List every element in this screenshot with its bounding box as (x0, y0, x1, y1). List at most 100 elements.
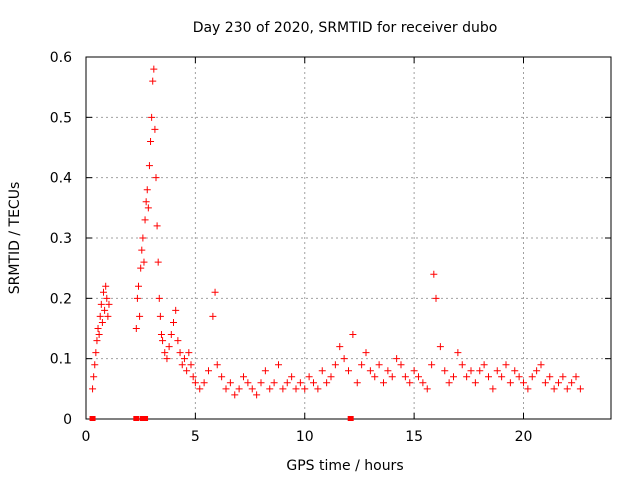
data-point (489, 385, 497, 393)
data-point (502, 361, 510, 369)
data-point (441, 367, 449, 375)
data-point (170, 318, 177, 326)
data-point (406, 379, 414, 387)
data-point (138, 246, 146, 254)
data-point (148, 113, 156, 121)
data-point (511, 367, 519, 375)
data-point (102, 282, 110, 290)
data-point (515, 373, 523, 381)
axis-ticks: 0 5 10 15 20 0 0.1 0.2 0.3 0.4 0.5 0.6 (50, 50, 611, 445)
data-point (104, 312, 112, 320)
data-point (563, 385, 571, 393)
data-point (94, 325, 102, 332)
data-point (397, 361, 405, 369)
data-point (156, 312, 164, 320)
data-point (176, 349, 184, 357)
data-point (144, 204, 152, 212)
data-point (430, 270, 438, 278)
data-point (528, 373, 536, 381)
data-point (172, 306, 180, 314)
data-point (323, 379, 331, 387)
data-point (105, 300, 113, 308)
data-point (480, 361, 488, 369)
data-point (318, 367, 326, 375)
data-point (572, 373, 580, 381)
data-point (133, 294, 141, 302)
data-point (436, 343, 444, 351)
data-point (445, 379, 453, 387)
data-point (555, 379, 562, 387)
data-point (185, 349, 193, 357)
data-point (419, 379, 427, 387)
data-point (314, 385, 322, 393)
data-point (546, 373, 554, 381)
data-point (180, 355, 188, 363)
data-point (366, 367, 374, 375)
data-point (240, 373, 247, 381)
data-point (90, 373, 98, 381)
data-point (340, 355, 348, 363)
data-point (142, 198, 150, 206)
data-point (235, 385, 243, 393)
data-point (257, 379, 265, 387)
data-point (345, 367, 352, 375)
data-point (101, 306, 109, 314)
data-point (401, 373, 409, 381)
data-point (393, 355, 401, 363)
data-point (149, 77, 157, 85)
data-point (97, 300, 105, 308)
data-point (506, 379, 514, 387)
y-tick-label: 0.4 (50, 171, 72, 187)
data-point (568, 379, 576, 387)
data-point (331, 361, 339, 369)
data-point (96, 312, 104, 320)
data-point (165, 343, 173, 351)
data-point (537, 361, 545, 369)
y-tick-label: 0.3 (50, 231, 72, 247)
data-point (218, 373, 226, 381)
data-point (288, 373, 296, 381)
data-point (141, 216, 149, 224)
x-tick-label: 10 (296, 429, 314, 445)
zero-marker (133, 416, 140, 421)
data-point (292, 385, 300, 393)
data-point (143, 186, 151, 194)
data-point (163, 355, 171, 363)
data-point (349, 331, 357, 339)
data-point (541, 379, 549, 387)
data-point (135, 282, 142, 290)
zero-marker (142, 416, 149, 421)
data-point (153, 222, 161, 230)
data-point (136, 312, 144, 320)
x-axis-label: GPS time / hours (286, 458, 403, 474)
data-point (139, 234, 147, 242)
data-point (428, 361, 436, 369)
data-point (98, 318, 106, 326)
data-point (137, 264, 145, 272)
data-point (95, 331, 103, 339)
chart-title: Day 230 of 2020, SRMTID for receiver dub… (193, 20, 498, 36)
data-point (454, 349, 462, 357)
data-points (89, 65, 584, 399)
data-point (89, 385, 97, 393)
data-point (498, 373, 506, 381)
data-point (471, 379, 479, 387)
data-point (533, 367, 541, 375)
data-point (103, 294, 111, 302)
x-tick-label: 0 (82, 429, 91, 445)
data-point (231, 391, 239, 399)
data-point (375, 361, 383, 369)
data-point (371, 373, 379, 381)
data-point (159, 337, 167, 345)
data-point (283, 379, 291, 387)
data-point (213, 361, 221, 369)
zero-markers (89, 416, 354, 421)
data-point (476, 367, 484, 375)
data-point (154, 258, 162, 266)
data-point (520, 379, 527, 387)
data-point (244, 379, 252, 387)
data-point (196, 385, 204, 393)
data-point (450, 373, 457, 381)
data-point (493, 367, 501, 375)
